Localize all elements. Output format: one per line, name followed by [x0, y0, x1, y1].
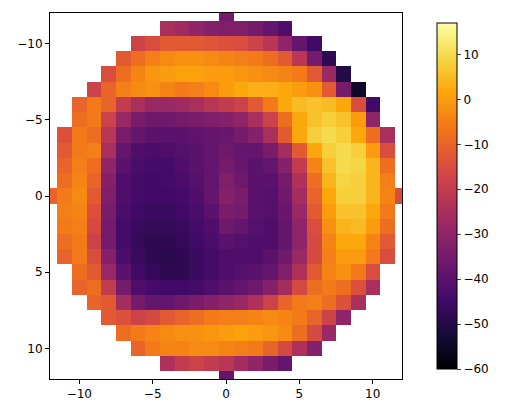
svg-text:5: 5: [35, 265, 43, 279]
svg-text:−20: −20: [463, 182, 488, 196]
svg-text:5: 5: [296, 387, 304, 401]
svg-text:−10: −10: [463, 138, 488, 152]
svg-text:10: 10: [27, 342, 42, 356]
svg-text:−10: −10: [67, 387, 92, 401]
svg-text:0: 0: [463, 93, 471, 107]
svg-text:10: 10: [365, 387, 380, 401]
svg-text:0: 0: [35, 189, 43, 203]
svg-text:−50: −50: [463, 317, 488, 331]
svg-text:−10: −10: [17, 37, 42, 51]
svg-text:−40: −40: [463, 272, 488, 286]
svg-text:−5: −5: [144, 387, 162, 401]
svg-text:10: 10: [463, 48, 478, 62]
svg-text:0: 0: [222, 387, 230, 401]
svg-text:−5: −5: [25, 113, 43, 127]
svg-text:−30: −30: [463, 227, 488, 241]
svg-text:−60: −60: [463, 362, 488, 376]
